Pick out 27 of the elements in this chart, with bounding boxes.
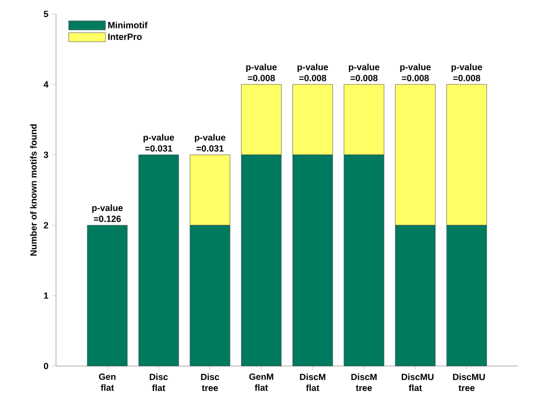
x-tick-label: GenM flat	[249, 374, 274, 391]
y-tick-label: 3	[44, 152, 48, 158]
annotation: p-value =0.031	[144, 134, 174, 152]
annotation: p-value =0.126	[92, 204, 123, 222]
x-tick-label: Disc tree	[201, 374, 220, 392]
annotation: p-value =0.008	[246, 64, 277, 82]
y-tick-label: 0	[44, 362, 48, 370]
x-tick-label: DiscMU flat	[402, 374, 434, 392]
x-tick-label: DiscM tree	[351, 374, 377, 392]
x-tick-label: DiscMU tree	[453, 374, 485, 392]
y-tick-label: 4	[44, 81, 48, 88]
legend-label: InterPro	[108, 34, 142, 40]
annotation: p-value =0.008	[298, 64, 328, 82]
x-tick-label: Gen flat	[98, 374, 116, 391]
legend-label: Minimotif	[108, 22, 148, 28]
bar	[138, 154, 179, 366]
x-tick-label: DiscM flat	[300, 374, 326, 392]
bar	[87, 225, 128, 366]
annotation: p-value =0.008	[452, 64, 482, 82]
x-tick-label: Disc flat	[150, 374, 168, 392]
y-axis-title: Number of known motifs found	[30, 124, 37, 256]
annotation: p-value =0.008	[348, 64, 380, 82]
y-tick-label: 2	[44, 222, 48, 228]
annotation: p-value =0.008	[400, 64, 431, 82]
annotation: p-value =0.031	[194, 134, 226, 152]
y-tick-label: 5	[44, 10, 48, 18]
y-tick-label: 1	[44, 292, 48, 299]
